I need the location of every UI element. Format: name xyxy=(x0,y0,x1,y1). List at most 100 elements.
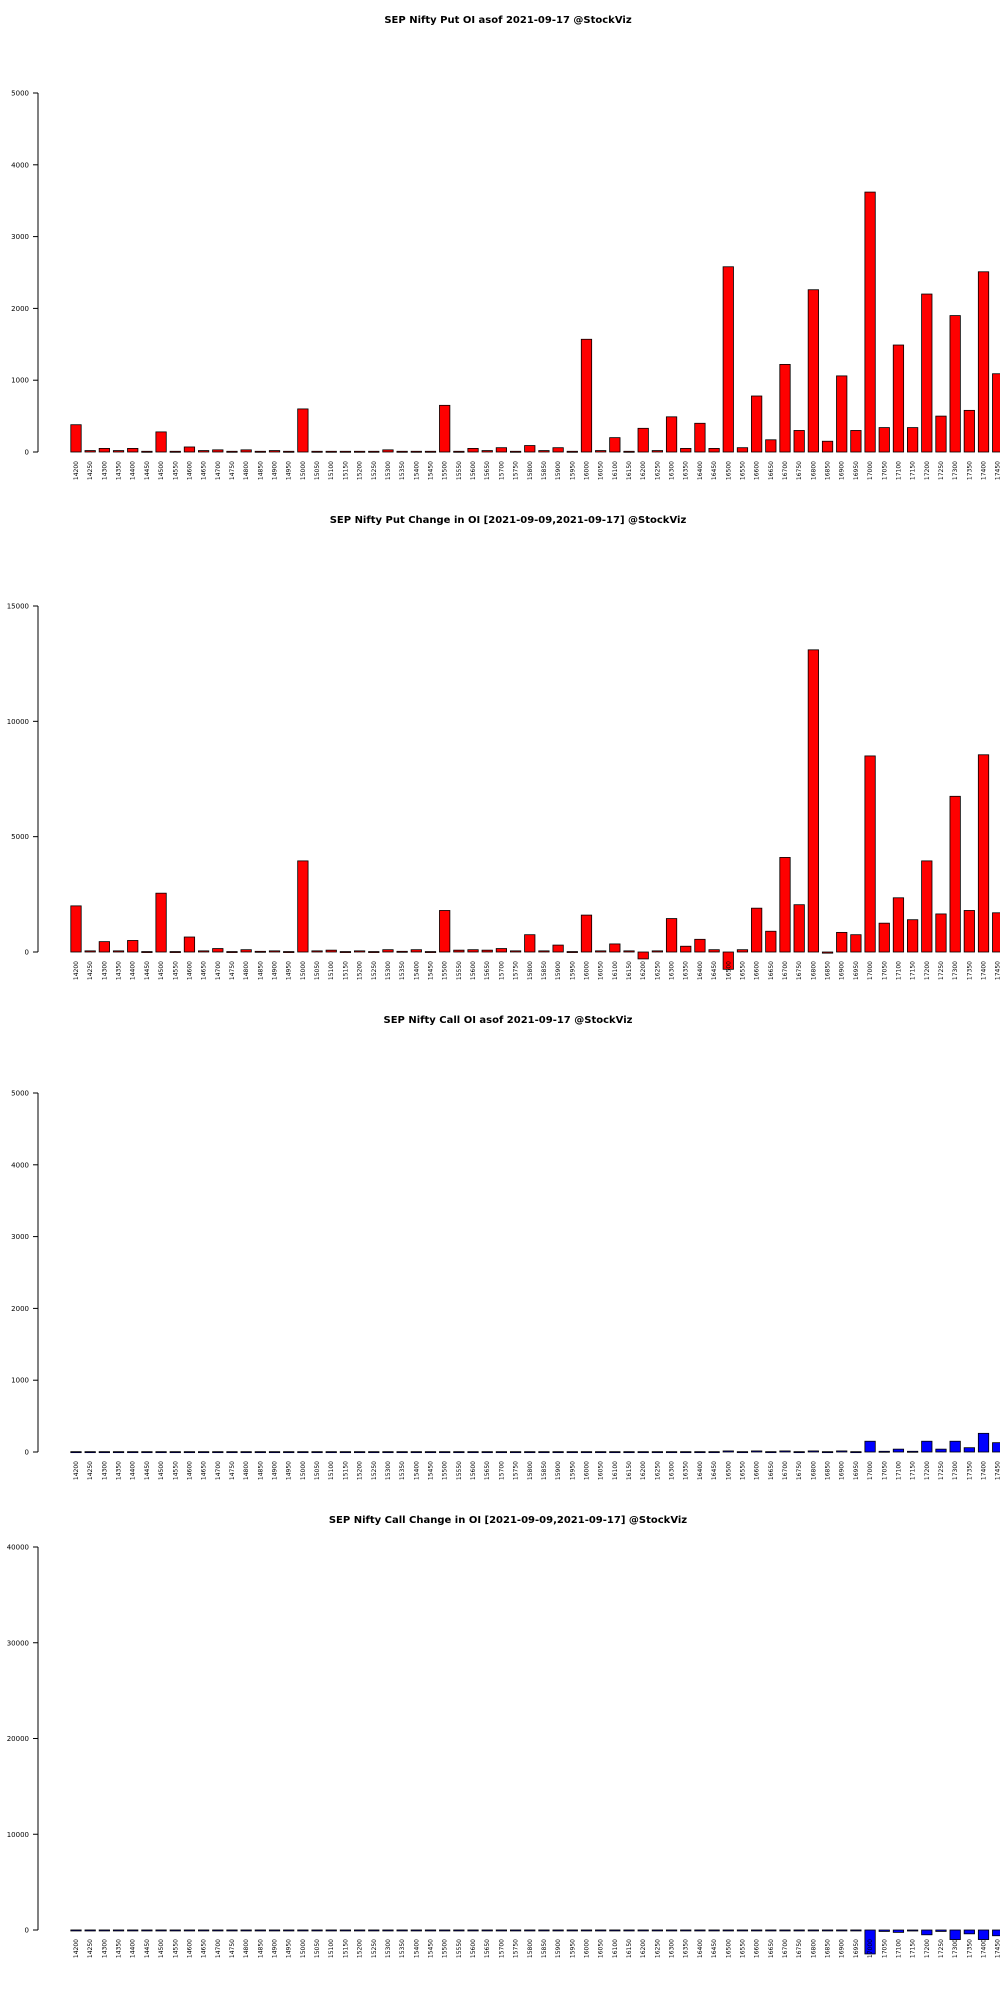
bar xyxy=(155,892,167,953)
x-tick-label: 15500 xyxy=(442,1939,449,1958)
bar xyxy=(212,449,224,453)
x-tick-label: 17350 xyxy=(966,461,973,480)
x-tick-label: 15250 xyxy=(371,1939,378,1958)
bar xyxy=(240,1929,252,1932)
bar xyxy=(509,950,522,953)
bar xyxy=(878,427,890,453)
bar xyxy=(297,408,309,453)
bar xyxy=(793,904,805,953)
bar xyxy=(112,1451,125,1454)
x-tick-label: 17200 xyxy=(924,461,931,480)
bar xyxy=(98,448,110,453)
y-tick-label: 1000 xyxy=(11,1377,29,1385)
bar xyxy=(751,395,763,453)
x-tick-label: 14850 xyxy=(257,1939,264,1958)
bar xyxy=(864,755,876,953)
bar xyxy=(424,1929,437,1932)
x-tick-label: 14700 xyxy=(215,1461,222,1480)
x-tick-label: 14750 xyxy=(229,461,236,480)
bar xyxy=(595,950,607,953)
x-tick-label: 15250 xyxy=(371,461,378,480)
x-tick-label: 14900 xyxy=(272,1939,279,1958)
x-tick-label: 16850 xyxy=(825,1461,832,1480)
bar xyxy=(410,450,422,453)
x-tick-label: 17050 xyxy=(881,1461,888,1480)
bar xyxy=(524,934,536,953)
x-tick-label: 16950 xyxy=(853,461,860,480)
bar xyxy=(977,1432,990,1453)
x-tick-label: 17300 xyxy=(952,961,959,980)
bar xyxy=(779,1929,791,1932)
x-tick-label: 15800 xyxy=(527,1461,534,1480)
chart-title: SEP Nifty Put Change in OI [2021-09-09,2… xyxy=(330,515,687,526)
bar xyxy=(396,1929,408,1932)
bar xyxy=(226,1929,238,1932)
x-tick-label: 15550 xyxy=(456,1461,463,1480)
bar xyxy=(169,1929,181,1932)
bar xyxy=(722,1929,734,1932)
bar xyxy=(453,949,465,953)
bar xyxy=(623,950,635,953)
bar xyxy=(127,1929,139,1932)
y-tick-label: 5000 xyxy=(11,1090,29,1098)
bar xyxy=(963,409,975,453)
bar xyxy=(836,931,848,953)
x-tick-label: 15650 xyxy=(484,1939,491,1958)
x-tick-label: 17300 xyxy=(952,1939,959,1958)
bar xyxy=(183,936,196,953)
x-tick-label: 16750 xyxy=(796,1939,803,1958)
x-tick-label: 14400 xyxy=(130,1939,137,1958)
bar xyxy=(424,1451,437,1454)
bar xyxy=(353,450,366,453)
bar xyxy=(183,446,196,453)
x-tick-label: 15950 xyxy=(569,461,576,480)
bar xyxy=(722,951,734,970)
x-tick-label: 15950 xyxy=(569,1461,576,1480)
chart-panel-put-oi: SEP Nifty Put OI asof 2021-09-17 @StockV… xyxy=(0,0,1000,500)
x-tick-label: 16250 xyxy=(654,1939,661,1958)
x-tick-label: 16600 xyxy=(754,461,761,480)
bar xyxy=(651,1451,663,1454)
x-tick-label: 14700 xyxy=(215,461,222,480)
bar xyxy=(580,1451,593,1454)
x-tick-label: 14450 xyxy=(144,1939,151,1958)
x-tick-label: 14350 xyxy=(116,461,123,480)
bar xyxy=(864,1929,876,1955)
bar xyxy=(382,949,394,953)
x-tick-label: 16550 xyxy=(739,1939,746,1958)
bar xyxy=(467,949,479,953)
bar xyxy=(864,191,876,453)
bar xyxy=(609,1929,621,1932)
bar xyxy=(807,289,819,453)
bar xyxy=(878,1929,890,1932)
y-tick-label: 10000 xyxy=(7,1831,29,1839)
x-tick-label: 16550 xyxy=(739,461,746,480)
bar xyxy=(623,1929,635,1932)
bar xyxy=(694,1929,706,1932)
bar xyxy=(921,1929,933,1936)
bar xyxy=(552,447,564,453)
x-tick-label: 17350 xyxy=(966,1461,973,1480)
bar xyxy=(481,949,493,953)
bar xyxy=(907,919,919,953)
x-tick-label: 16450 xyxy=(711,961,718,980)
bar xyxy=(410,1451,422,1454)
x-tick-label: 15650 xyxy=(484,461,491,480)
bar xyxy=(580,338,593,453)
x-tick-label: 16800 xyxy=(810,961,817,980)
bar xyxy=(339,1451,352,1454)
x-tick-label: 15450 xyxy=(428,1461,435,1480)
x-tick-label: 16150 xyxy=(626,1939,633,1958)
x-tick-label: 17000 xyxy=(867,1461,874,1480)
x-tick-label: 15150 xyxy=(342,961,349,980)
x-tick-label: 14450 xyxy=(144,961,151,980)
x-tick-label: 16000 xyxy=(583,1939,590,1958)
bar xyxy=(198,1929,210,1932)
bar xyxy=(949,315,961,453)
x-tick-label: 16700 xyxy=(782,1461,789,1480)
bar xyxy=(70,424,82,453)
x-tick-label: 14700 xyxy=(215,1939,222,1958)
bar xyxy=(907,427,919,453)
x-tick-label: 14550 xyxy=(172,1939,179,1958)
bar xyxy=(453,450,465,453)
